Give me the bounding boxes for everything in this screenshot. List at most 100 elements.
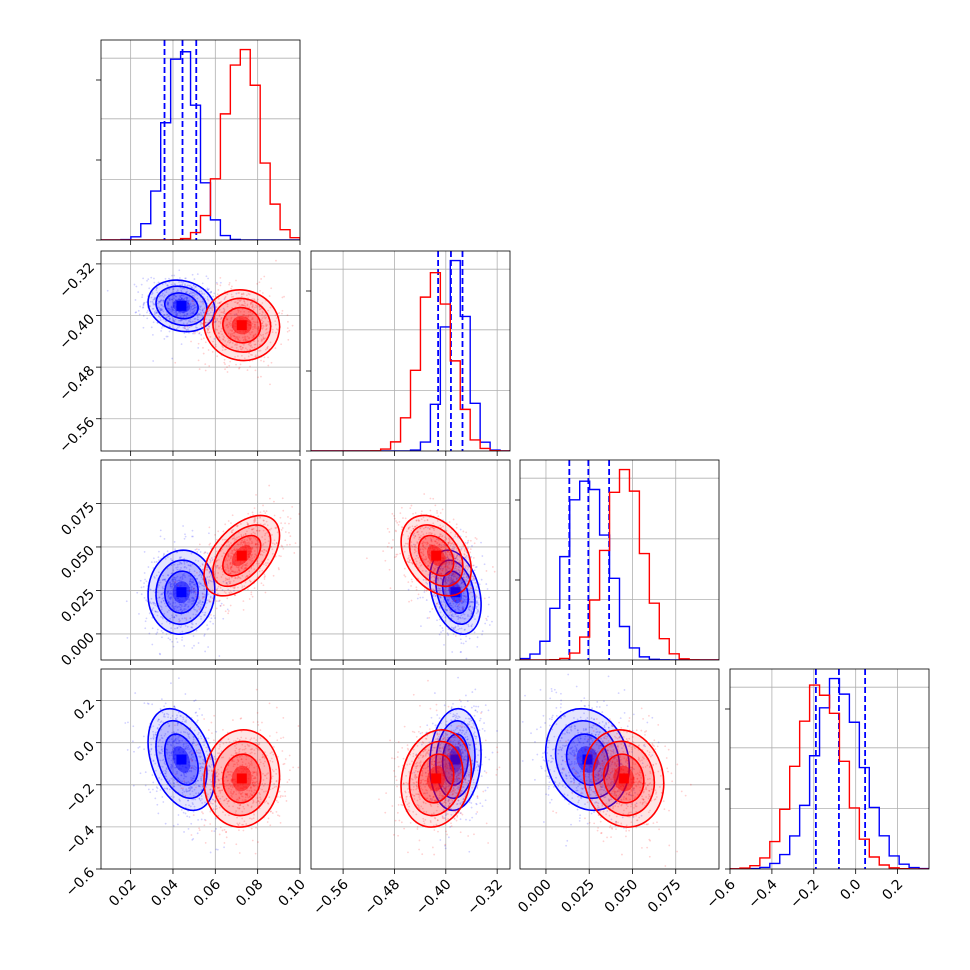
scatter-point [248, 344, 251, 347]
scatter-point [473, 577, 476, 580]
scatter-point [157, 315, 160, 318]
scatter-point [193, 309, 196, 312]
scatter-point [169, 581, 172, 584]
scatter-point [254, 354, 257, 357]
scatter-point [125, 600, 128, 603]
scatter-point [245, 575, 248, 578]
scatter-point [249, 311, 252, 314]
scatter-point [483, 597, 486, 600]
scatter-point [177, 823, 179, 826]
scatter-point [142, 314, 145, 317]
scatter-point [237, 309, 240, 312]
scatter-point [174, 614, 177, 617]
scatter-point [428, 616, 431, 619]
scatter-point [465, 535, 468, 538]
scatter-point [163, 338, 166, 340]
scatter-point [460, 651, 462, 653]
scatter-point [167, 590, 170, 592]
scatter-point [253, 323, 256, 326]
scatter-point [226, 563, 229, 566]
scatter-point [189, 589, 192, 592]
scatter-point [226, 578, 229, 581]
scatter-point [188, 319, 190, 322]
scatter-point [460, 642, 463, 645]
scatter-point [246, 523, 249, 526]
scatter-point [160, 309, 163, 311]
scatter-point [183, 287, 186, 290]
scatter-point [274, 347, 277, 350]
scatter-point [191, 320, 194, 323]
scatter-point [229, 557, 232, 560]
scatter-point [261, 554, 264, 556]
scatter-point [236, 524, 239, 527]
scatter-point [274, 314, 277, 317]
scatter-point [218, 314, 221, 317]
scatter-point [171, 357, 174, 360]
scatter-point [218, 332, 220, 335]
scatter-point [254, 333, 257, 336]
scatter-point [240, 540, 243, 542]
scatter-point [273, 539, 276, 542]
scatter-point [435, 605, 438, 608]
scatter-point [192, 304, 195, 307]
scatter-point [197, 318, 200, 321]
scatter-point [167, 591, 169, 594]
scatter-point [267, 558, 269, 561]
scatter-point [449, 553, 452, 556]
scatter-point [208, 288, 210, 290]
scatter-point [221, 589, 224, 591]
scatter-point [162, 617, 164, 620]
scatter-point [164, 580, 167, 583]
scatter-point [224, 569, 227, 571]
scatter-point [150, 296, 153, 299]
scatter-point [453, 543, 455, 546]
scatter-point [255, 305, 258, 308]
scatter-point [155, 786, 158, 789]
scatter-point [178, 281, 180, 283]
scatter-point [250, 533, 253, 535]
scatter-point [269, 383, 271, 386]
scatter-point [145, 617, 148, 620]
scatter-point [249, 333, 252, 336]
scatter-point [247, 315, 250, 318]
scatter-point [197, 602, 200, 605]
scatter-point [152, 589, 155, 592]
scatter-point [184, 693, 187, 695]
scatter-point [439, 568, 442, 571]
scatter-point [234, 577, 237, 580]
scatter-point [264, 538, 266, 541]
scatter-point [236, 313, 238, 316]
scatter-point [412, 534, 415, 536]
scatter-point [186, 299, 189, 302]
scatter-point [289, 535, 292, 538]
scatter-point [189, 617, 192, 620]
scatter-point [167, 301, 170, 303]
scatter-point [217, 302, 219, 305]
scatter-point [439, 611, 442, 614]
scatter-point [454, 625, 457, 628]
scatter-point [261, 322, 264, 325]
scatter-point [478, 678, 480, 680]
scatter-point [249, 580, 252, 583]
scatter-point [256, 545, 259, 548]
scatter-point [197, 596, 200, 599]
scatter-point [227, 610, 230, 612]
scatter-point [175, 327, 178, 330]
scatter-point [420, 510, 423, 513]
scatter-point [242, 313, 245, 316]
scatter-point [162, 299, 165, 302]
scatter-point [211, 597, 214, 600]
scatter-point [440, 573, 443, 575]
scatter-point [219, 321, 222, 323]
scatter-point [191, 535, 193, 538]
scatter-point [244, 543, 247, 546]
scatter-point [249, 562, 252, 565]
scatter-point [454, 575, 457, 578]
scatter-point [199, 607, 202, 610]
scatter-point [158, 596, 161, 599]
scatter-point [179, 608, 182, 611]
scatter-point [263, 275, 266, 278]
scatter-point [271, 328, 274, 331]
scatter-point [261, 550, 264, 553]
scatter-point [161, 622, 163, 625]
